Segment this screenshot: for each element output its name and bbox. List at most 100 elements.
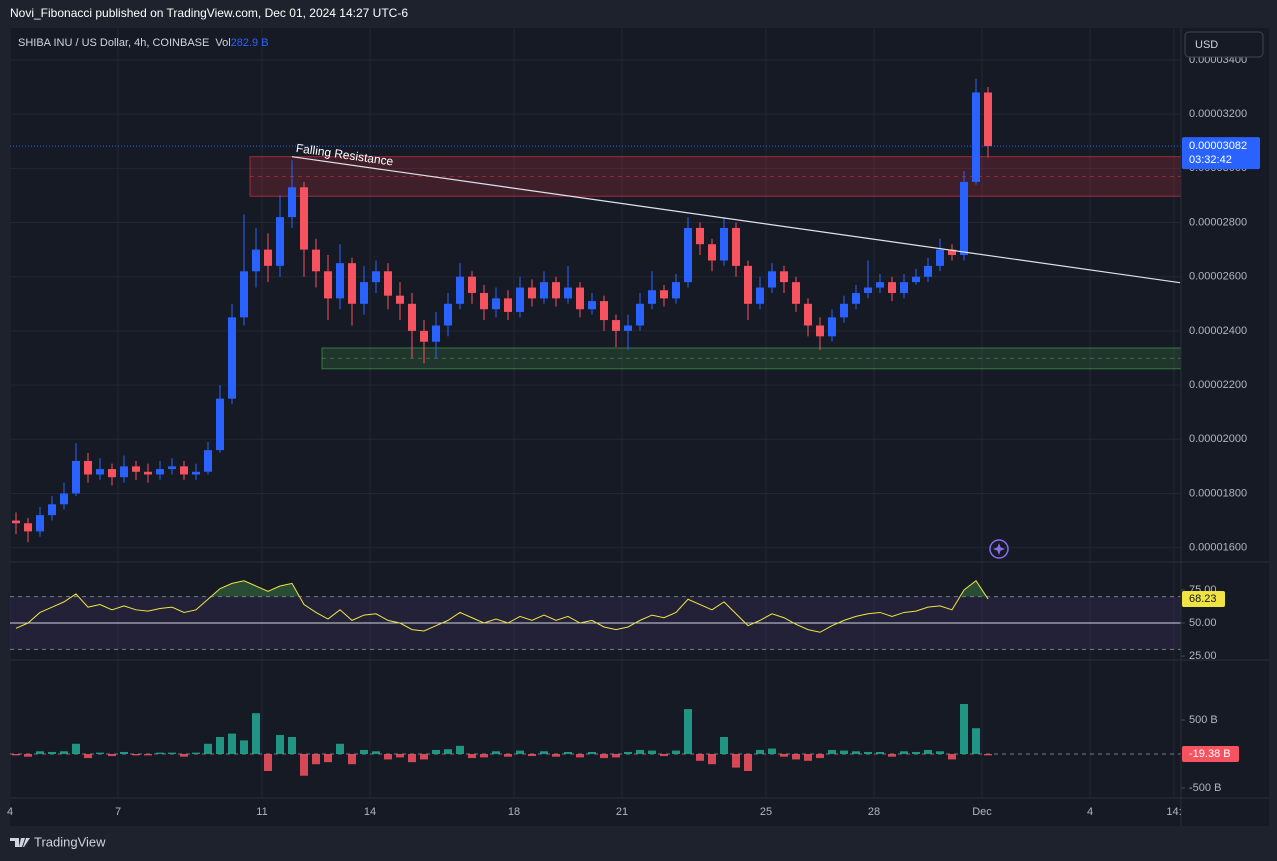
candle-body [888,282,896,293]
y-tick-label: 0.00001600 [1189,542,1247,554]
logo-mark [10,838,30,847]
candle-body [708,244,716,261]
candle-body [492,298,500,310]
y-tick-label: -500 B [1189,782,1221,794]
candle-body [600,301,608,321]
candle-body [264,249,272,266]
candle-body [36,515,44,532]
candle-body [240,271,248,318]
x-tick-label: Dec [972,806,992,818]
icon-star[interactable] [993,543,1005,555]
candle-body [516,287,524,312]
candle-body [384,271,392,296]
candle-body [900,282,908,293]
candle-body [288,187,296,218]
candle-body [396,295,404,304]
y-tick-label: 0.00002400 [1189,325,1247,337]
candle-body [960,181,968,256]
x-tick-label: 4 [7,806,13,818]
volume-bar [540,751,548,754]
candle-body [12,520,20,524]
volume-bar [60,751,68,754]
currency-button[interactable] [1184,31,1264,58]
candle-body [804,303,812,326]
candle-body [936,249,944,266]
volume-bar [180,753,188,757]
candle-body [528,287,536,299]
candle-body [228,317,236,399]
icon-ring[interactable] [989,539,1009,559]
candle-body [324,271,332,299]
candle-body [540,282,548,299]
candle-body [192,471,200,475]
y-tick-label: 0.00002200 [1189,379,1247,391]
volume-bar [648,750,656,754]
brand-logo: TradingView [10,834,106,849]
legend-header: SHIBA INU / US Dollar, 4h, COINBASE Vol28… [18,37,269,49]
volume-bar [168,752,176,754]
volume-bar [228,733,236,754]
x-tick-label: 14: [1166,806,1181,818]
volume-bar [768,748,776,754]
volume-bar [900,751,908,754]
candle-body [768,271,776,288]
assistant-icon[interactable] [989,539,1009,559]
vol-value: 282.9 B [231,37,269,49]
candle-body [564,287,572,299]
candle-body [420,330,428,342]
candle-body [756,287,764,304]
volume-bar [804,753,812,761]
y-tick-label: 50.00 [1189,617,1217,629]
volume-bar [492,751,500,754]
volume-bar [624,751,632,754]
volume-bar [96,752,104,754]
currency[interactable]: USD [1195,39,1218,51]
candle-body [588,301,596,310]
volume-bar [948,753,956,760]
x-tick-label: 7 [115,806,121,818]
candle-body [480,292,488,310]
candle-body [348,263,356,304]
y-tick-label: 0.00002600 [1189,271,1247,283]
volume-bar [204,743,212,754]
volume-bar [192,752,200,754]
volume-bar [636,749,644,754]
countdown: 03:32:42 [1189,154,1232,166]
volume-bar [528,753,536,757]
candle-body [432,325,440,342]
candle-body [360,282,368,304]
y-tick-label: 0.00002000 [1189,433,1247,445]
volume-bar [504,753,512,757]
volume-bar [972,728,980,754]
last-price-label: 0.00003082 [1189,140,1247,152]
candle-body [276,217,284,266]
volume-bar [276,734,284,754]
volume-bar [84,753,92,759]
x-tick-label: 4 [1087,806,1093,818]
candle-body [852,292,860,304]
volume-bar [24,753,32,757]
candle-body [312,249,320,272]
volume-bar [348,753,356,765]
candle-body [48,504,56,516]
volume-bar [864,751,872,754]
volume-bar [432,749,440,754]
volume-bar [552,753,560,757]
candle-body [72,460,80,494]
volume-bar [468,753,476,759]
volume-bar [516,750,524,754]
candle-body [912,276,920,283]
volume-bar [780,753,788,757]
candle-body [636,303,644,326]
volume-bar [144,753,152,756]
volume-bar [828,749,836,754]
volume-bar [36,751,44,754]
candle-body [24,523,32,532]
volume-bar [420,753,428,760]
candle-body [84,460,92,475]
volume-bar [840,750,848,754]
volume-bar [252,713,260,754]
rsi-line [15,580,989,633]
y-tick-label: 500 B [1189,714,1218,726]
